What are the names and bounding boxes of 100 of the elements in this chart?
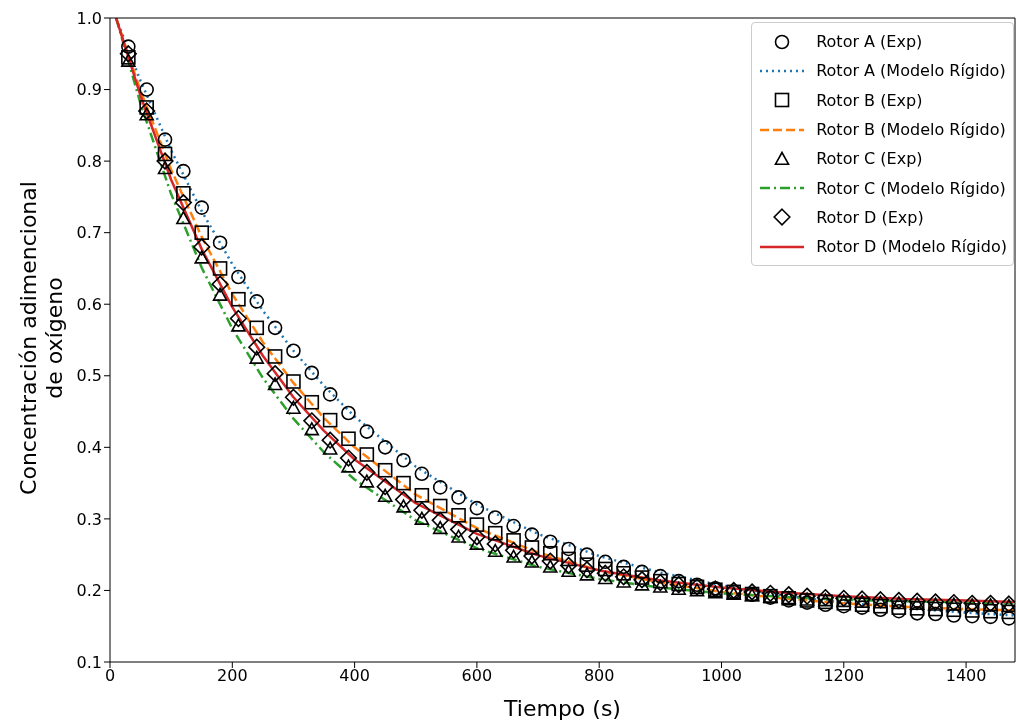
point (909, 601, 925, 616)
point (891, 600, 907, 615)
y-tick-label: 0.2 (76, 581, 102, 601)
legend-label: Rotor B (Modelo Rígido) (816, 120, 1006, 140)
point (653, 568, 668, 584)
point (396, 499, 411, 513)
point (598, 554, 613, 570)
point (377, 488, 393, 502)
point (248, 338, 266, 356)
point (871, 591, 890, 609)
point (616, 574, 631, 588)
point (616, 559, 631, 575)
point (377, 462, 393, 478)
x-tick-label: 1200 (823, 666, 865, 686)
point (506, 549, 521, 563)
point (119, 45, 137, 63)
point (561, 551, 576, 567)
point (468, 528, 486, 546)
x-tick-label: 800 (583, 666, 615, 686)
x-axis-title: Tiempo (s) (503, 696, 621, 721)
point (322, 412, 338, 428)
point (376, 478, 394, 496)
point (633, 571, 651, 589)
point (267, 377, 283, 391)
point (157, 132, 173, 147)
x-tick-label: 400 (339, 666, 370, 686)
point (816, 589, 835, 607)
point (487, 510, 503, 525)
point (322, 387, 338, 402)
point (194, 250, 210, 264)
point (211, 275, 229, 293)
point (578, 561, 596, 579)
point (835, 589, 853, 607)
point (212, 261, 228, 276)
point (524, 527, 540, 542)
point (212, 287, 228, 301)
point (303, 412, 321, 430)
point (523, 547, 541, 565)
point (946, 602, 962, 618)
point (926, 593, 945, 611)
point (359, 424, 375, 439)
point (341, 431, 356, 447)
point (909, 596, 925, 611)
point (983, 609, 998, 625)
point (983, 598, 998, 612)
point (761, 584, 780, 602)
point (139, 100, 154, 115)
point (579, 557, 595, 572)
y-tick-label: 0.3 (76, 509, 102, 529)
point (176, 163, 191, 179)
y-tick-label: 0.5 (76, 366, 102, 386)
point (286, 400, 301, 414)
point (396, 475, 411, 491)
point (596, 564, 614, 582)
point (341, 459, 356, 473)
point (432, 520, 448, 535)
point (598, 570, 613, 585)
y-tick-label: 0.7 (76, 223, 102, 243)
point (506, 518, 521, 534)
point (231, 318, 246, 332)
legend-label: Rotor B (Exp) (816, 90, 923, 110)
point (157, 146, 173, 162)
point (634, 570, 650, 585)
point (413, 501, 431, 519)
point (1001, 604, 1015, 620)
point (579, 547, 595, 562)
point (598, 561, 613, 577)
point (964, 598, 980, 612)
point (873, 595, 888, 609)
point (432, 498, 448, 514)
point (469, 536, 485, 550)
point (524, 540, 540, 555)
point (394, 490, 413, 509)
legend-label: Rotor C (Modelo Rígido) (816, 178, 1006, 198)
point (853, 590, 871, 608)
point (780, 586, 798, 604)
point (873, 598, 888, 614)
point (451, 508, 466, 523)
point (174, 194, 192, 212)
point (983, 603, 998, 619)
point (414, 466, 430, 482)
point (542, 545, 558, 561)
y-tick-label: 0.4 (76, 438, 102, 458)
point (121, 39, 136, 54)
point (486, 535, 504, 553)
point (541, 552, 559, 570)
point (854, 594, 870, 608)
x-tick-label: 1400 (945, 666, 987, 686)
y-tick-label: 0.8 (76, 151, 102, 171)
y-tick-label: 0.9 (76, 80, 102, 100)
y-tick-label: 1.0 (76, 8, 102, 28)
x-tick-label: 200 (217, 666, 248, 686)
point (964, 603, 980, 618)
point (890, 591, 908, 610)
point (928, 606, 943, 622)
point (267, 320, 283, 336)
point (928, 601, 943, 617)
legend-label: Rotor D (Modelo Rígido) (816, 237, 1007, 257)
point (212, 235, 228, 250)
point (194, 200, 210, 215)
